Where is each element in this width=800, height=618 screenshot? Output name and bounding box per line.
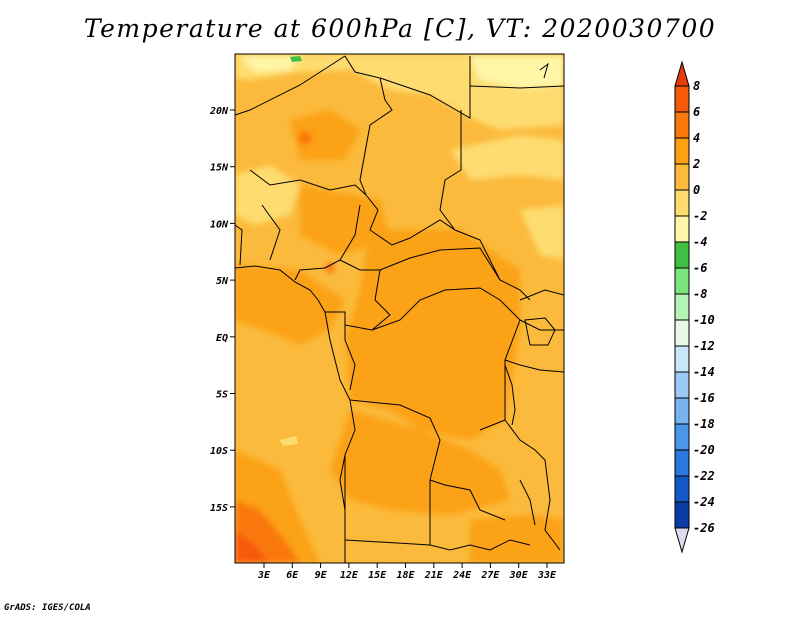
field-cold-patch-2 (470, 56, 564, 88)
lat-label: 15S (210, 503, 228, 514)
colorbar-segment (674, 111, 690, 139)
field-cool-sudan (450, 135, 564, 180)
colorbar-label: 4 (693, 131, 700, 145)
colorbar-segment (674, 371, 690, 399)
lat-label: 10N (210, 219, 229, 230)
field-warm-nigeria (300, 185, 390, 255)
colorbar-segment (674, 397, 690, 425)
colorbar-segment (674, 423, 690, 451)
colorbar-segment (674, 137, 690, 165)
lat-label: EQ (216, 333, 228, 344)
field-hot-spot-1 (298, 131, 312, 145)
lat-label: 10S (210, 446, 228, 457)
lon-label: 33E (537, 570, 557, 581)
colorbar-label: -24 (693, 495, 715, 509)
country-borders (235, 55, 564, 563)
colorbar-label: -16 (693, 391, 715, 405)
colorbar: 8 6 4 2 0 -2 -4 -6 -8 -10 -12 -14 -16 -18 -20 -22 -24 -26 (674, 60, 715, 554)
lon-label: 9E (315, 570, 328, 581)
colorbar-label: -2 (693, 209, 707, 223)
colorbar-label: 8 (693, 79, 700, 93)
field-hottest (235, 530, 270, 563)
lon-label: 6E (286, 570, 299, 581)
lon-label: 24E (452, 570, 472, 581)
colorbar-segment (674, 215, 690, 243)
colorbar-segment (674, 319, 690, 347)
colorbar-segment (674, 449, 690, 477)
temperature-field (235, 54, 564, 563)
colorbar-segment (674, 345, 690, 373)
map-title: Temperature at 600hPa [C], VT: 202003070… (83, 14, 717, 43)
lon-label: 21E (424, 570, 444, 581)
lon-label: 18E (396, 570, 415, 581)
map-frame (234, 53, 565, 564)
colorbar-label: -6 (693, 261, 707, 275)
lon-label: 30E (509, 570, 529, 581)
colorbar-label: -26 (693, 521, 715, 535)
colorbar-top-arrow (674, 60, 690, 87)
latitude-axis: 20N 15N 10N 5N EQ 5S 10S 15S (209, 106, 235, 514)
colorbar-segment (674, 293, 690, 321)
colorbar-label: 6 (693, 105, 700, 119)
colorbar-label: -18 (693, 417, 715, 431)
lon-label: 12E (340, 570, 359, 581)
field-warm-sahara (290, 110, 360, 160)
grads-credit: GrADS: IGES/COLA (4, 603, 91, 613)
lon-label: 15E (368, 570, 387, 581)
field-cool-west (235, 165, 300, 225)
colorbar-label: -20 (693, 443, 715, 457)
field-cold-patch-1 (240, 56, 300, 72)
colorbar-segment (674, 189, 690, 217)
lon-label: 27E (480, 570, 500, 581)
lat-label: 5S (216, 390, 228, 401)
colorbar-bottom-arrow (674, 527, 690, 554)
colorbar-segment (674, 85, 690, 113)
colorbar-label: -22 (693, 469, 715, 483)
colorbar-label: -10 (693, 313, 715, 327)
colorbar-label: -8 (693, 287, 707, 301)
field-green-speck (290, 56, 302, 62)
field-hot-spot-2 (325, 263, 335, 273)
lat-label: 5N (216, 276, 229, 287)
colorbar-label: -14 (693, 365, 715, 379)
longitude-axis: 3E 6E 9E 12E 15E 18E 21E 24E 27E 30E 33E (257, 563, 557, 581)
colorbar-label: -4 (693, 235, 707, 249)
colorbar-segment (674, 267, 690, 295)
colorbar-label: -12 (693, 339, 715, 353)
lat-label: 15N (210, 163, 229, 174)
colorbar-label: 2 (692, 157, 700, 171)
field-warm-gulf (235, 265, 345, 345)
colorbar-segment (674, 241, 690, 269)
colorbar-label: 0 (693, 183, 700, 197)
field-pale-speck (280, 436, 298, 446)
field-warm-southeast (470, 515, 564, 563)
lat-label: 20N (209, 106, 229, 117)
lon-label: 3E (257, 570, 271, 581)
colorbar-segment (674, 163, 690, 191)
colorbar-segment (674, 475, 690, 503)
field-cool-ethiopia (520, 205, 564, 260)
colorbar-segment (674, 501, 690, 529)
field-warm-congo (345, 230, 520, 440)
